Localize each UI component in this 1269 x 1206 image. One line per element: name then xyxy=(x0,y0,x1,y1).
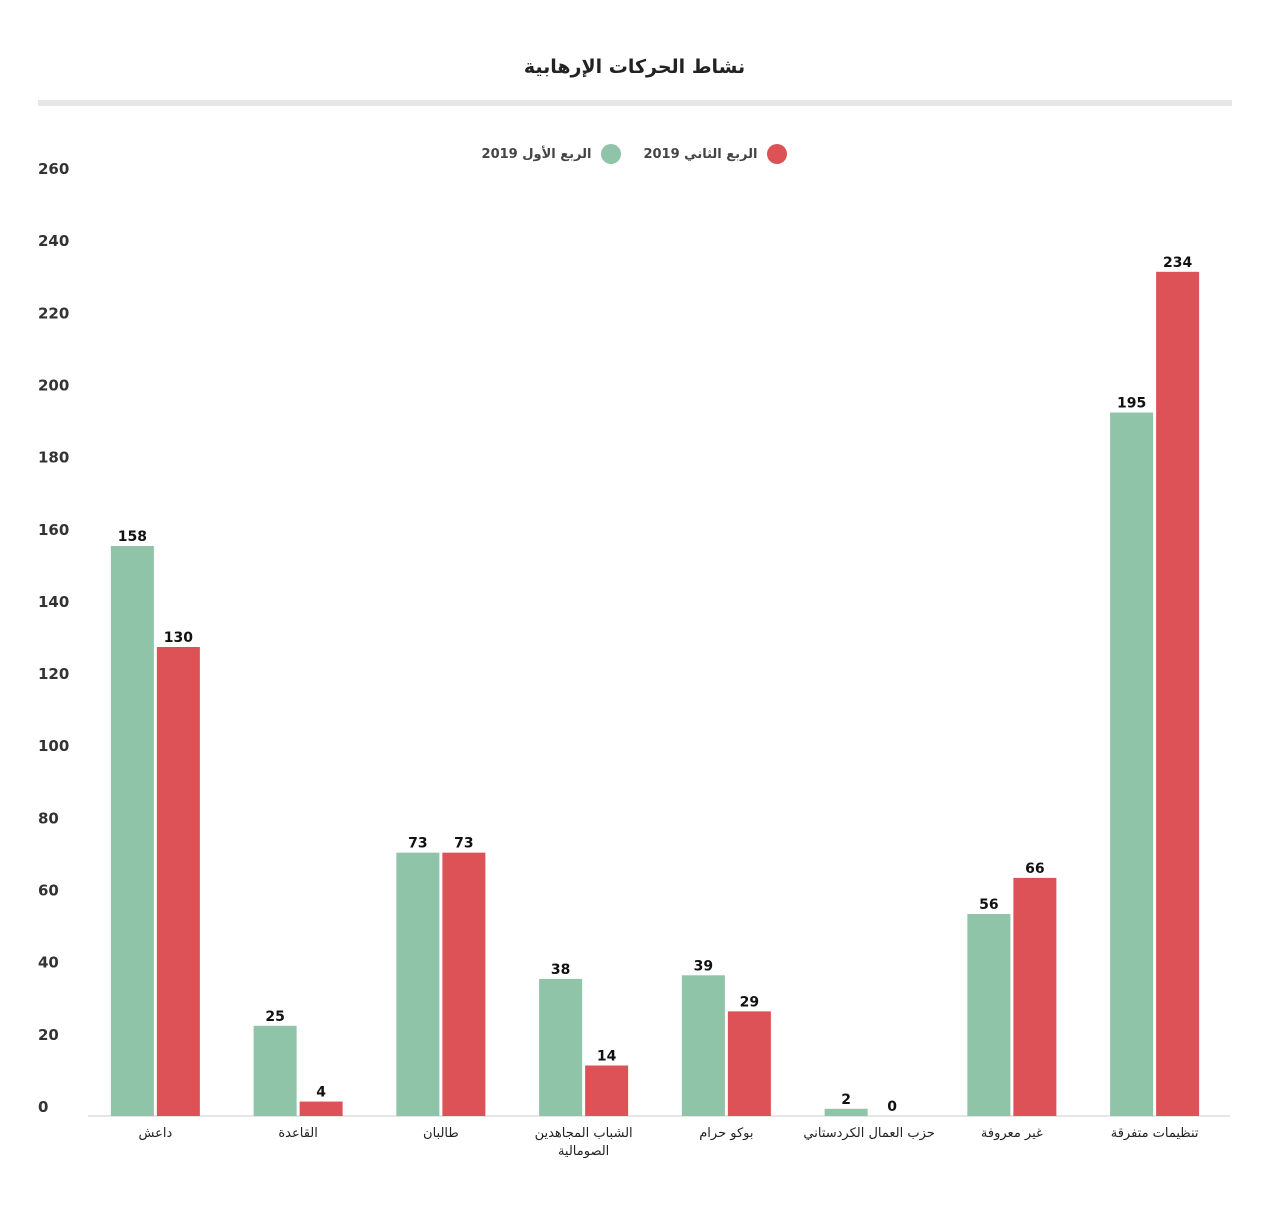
y-tick-label: 260 xyxy=(38,160,69,178)
data-label: 130 xyxy=(164,630,193,646)
legend-item-q2[interactable]: الربع الثاني 2019 xyxy=(643,144,788,164)
x-tick-label: القاعدة xyxy=(278,1126,318,1141)
chart-legend: الربع الثاني 2019 الربع الأول 2019 xyxy=(0,144,1269,164)
y-tick-label: 240 xyxy=(38,232,69,250)
bar-series-2[interactable] xyxy=(442,852,486,1116)
bar-series-1[interactable] xyxy=(824,1108,868,1116)
x-tick-label: داعش xyxy=(139,1126,173,1141)
legend-swatch-q1 xyxy=(601,144,622,164)
y-tick-label: 200 xyxy=(38,376,69,394)
y-tick-label: 220 xyxy=(38,304,69,322)
bar-series-1[interactable] xyxy=(681,975,725,1116)
bar-series-1[interactable] xyxy=(396,852,440,1116)
data-label: 2 xyxy=(841,1092,851,1108)
data-label: 73 xyxy=(408,836,427,852)
data-label: 158 xyxy=(118,529,147,545)
bar-series-2[interactable] xyxy=(1013,877,1057,1116)
bar-series-2[interactable] xyxy=(299,1101,343,1116)
bar-series-1[interactable] xyxy=(110,545,154,1116)
legend-label-q2: الربع الثاني 2019 xyxy=(643,146,758,162)
data-label: 38 xyxy=(551,962,570,978)
y-tick-label: 0 xyxy=(38,1098,48,1116)
bar-series-2[interactable] xyxy=(727,1011,771,1116)
x-tick-label: حزب العمال الكردستاني xyxy=(803,1126,934,1141)
data-label: 14 xyxy=(597,1048,617,1064)
x-tick-label: طالبان xyxy=(423,1126,459,1141)
y-tick-label: 60 xyxy=(38,882,59,900)
x-tick-label: بوكو حرام xyxy=(699,1126,753,1141)
y-tick-label: 100 xyxy=(38,737,69,755)
x-tick-label: الشباب المجاهدين xyxy=(535,1126,633,1141)
legend-swatch-q2 xyxy=(767,144,788,164)
chart-title: نشاط الحركات الإرهابية xyxy=(523,56,746,78)
x-tick-label: تنظيمات متفرقة xyxy=(1111,1126,1199,1141)
bar-series-2[interactable] xyxy=(1156,271,1200,1116)
bar-series-2[interactable] xyxy=(156,647,200,1116)
bar-series-1[interactable] xyxy=(967,913,1011,1116)
y-tick-label: 40 xyxy=(38,954,59,972)
title-divider xyxy=(38,100,1232,106)
bar-series-1[interactable] xyxy=(1110,412,1154,1117)
data-label: 39 xyxy=(694,958,713,974)
data-label: 66 xyxy=(1025,861,1044,877)
legend-item-q1[interactable]: الربع الأول 2019 xyxy=(482,144,622,164)
x-tick-label: الصومالية xyxy=(558,1144,609,1159)
x-tick-label: غير معروفة xyxy=(981,1126,1043,1141)
data-label: 56 xyxy=(979,897,998,913)
y-tick-label: 160 xyxy=(38,521,69,539)
bar-series-1[interactable] xyxy=(253,1025,297,1116)
data-label: 25 xyxy=(265,1009,284,1025)
data-label: 4 xyxy=(316,1085,326,1101)
y-tick-label: 80 xyxy=(38,809,59,827)
data-label: 195 xyxy=(1117,396,1146,412)
bar-series-1[interactable] xyxy=(539,978,583,1116)
data-label: 29 xyxy=(740,994,759,1010)
legend-label-q1: الربع الأول 2019 xyxy=(481,146,592,162)
y-tick-label: 180 xyxy=(38,449,69,467)
data-label: 234 xyxy=(1163,255,1192,271)
data-label: 73 xyxy=(454,836,473,852)
y-tick-label: 120 xyxy=(38,665,69,683)
y-tick-label: 140 xyxy=(38,593,69,611)
y-tick-label: 20 xyxy=(38,1026,59,1044)
data-label: 0 xyxy=(887,1099,897,1115)
bar-series-2[interactable] xyxy=(585,1065,629,1116)
